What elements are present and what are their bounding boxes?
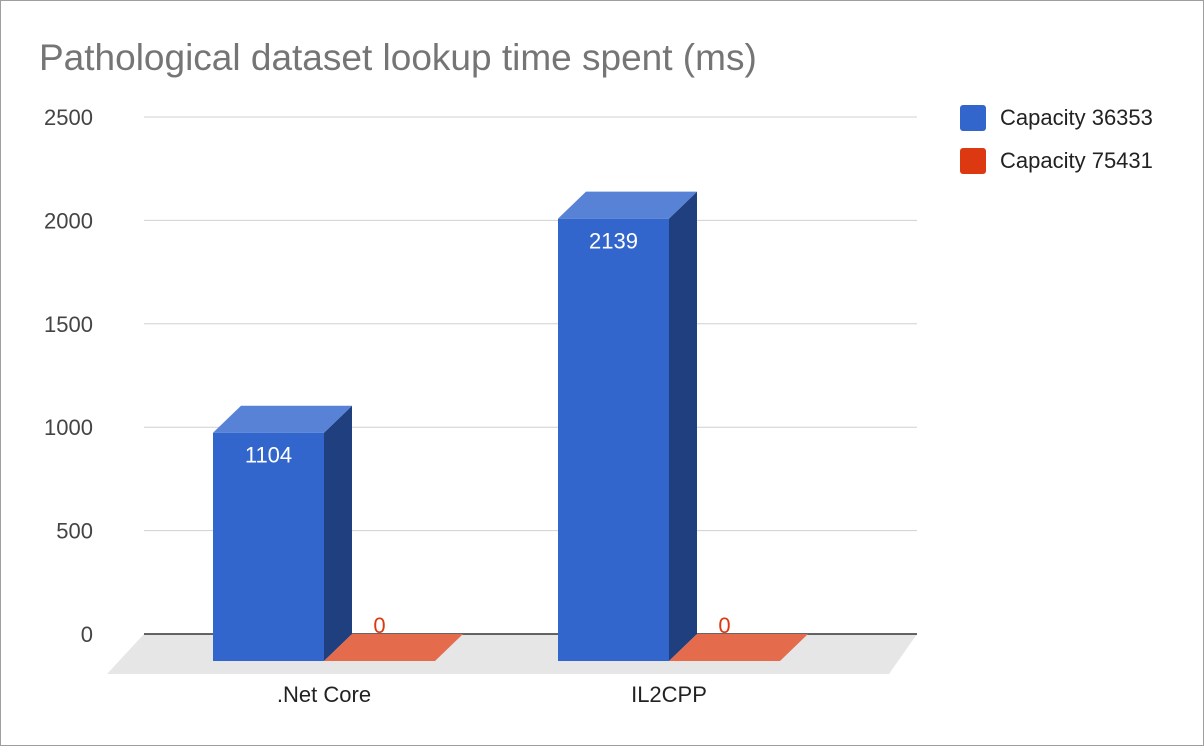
- bar-side: [669, 191, 697, 662]
- y-tick-label: 1500: [44, 312, 93, 337]
- legend-label: Capacity 75431: [1000, 148, 1153, 173]
- legend-swatch: [960, 148, 986, 174]
- y-tick-label: 2000: [44, 208, 93, 233]
- data-label: 0: [718, 613, 730, 638]
- bar-top: [213, 405, 352, 433]
- bar-1-0: 0: [324, 613, 463, 661]
- bar-flat: [324, 634, 463, 661]
- x-tick-label: IL2CPP: [631, 682, 707, 707]
- y-tick-label: 0: [81, 622, 93, 647]
- x-tick-label: .Net Core: [277, 682, 371, 707]
- data-label: 2139: [589, 229, 638, 254]
- legend-item-0: Capacity 36353: [960, 105, 1153, 131]
- data-label: 1104: [245, 443, 292, 468]
- data-label: 0: [373, 613, 385, 638]
- bar-top: [558, 191, 697, 219]
- legend-item-1: Capacity 75431: [960, 148, 1153, 174]
- bar-flat: [669, 634, 808, 661]
- bar-1-1: 0: [669, 613, 808, 661]
- bar-0-1: 2139: [558, 191, 697, 662]
- y-axis: 2500 2000 1500 1000 500 0: [44, 105, 93, 647]
- bar-front: [558, 218, 669, 662]
- legend-label: Capacity 36353: [1000, 105, 1153, 130]
- y-tick-label: 500: [56, 519, 93, 544]
- legend-swatch: [960, 105, 986, 131]
- chart-title: Pathological dataset lookup time spent (…: [39, 37, 757, 78]
- y-tick-label: 1000: [44, 415, 93, 440]
- bar-side: [324, 405, 352, 661]
- x-axis: .Net Core IL2CPP: [277, 682, 707, 707]
- bars: 1104 0 2139 0: [213, 191, 808, 662]
- bar-0-0: 1104: [213, 405, 352, 661]
- bar-front: [213, 432, 324, 661]
- y-tick-label: 2500: [44, 105, 93, 130]
